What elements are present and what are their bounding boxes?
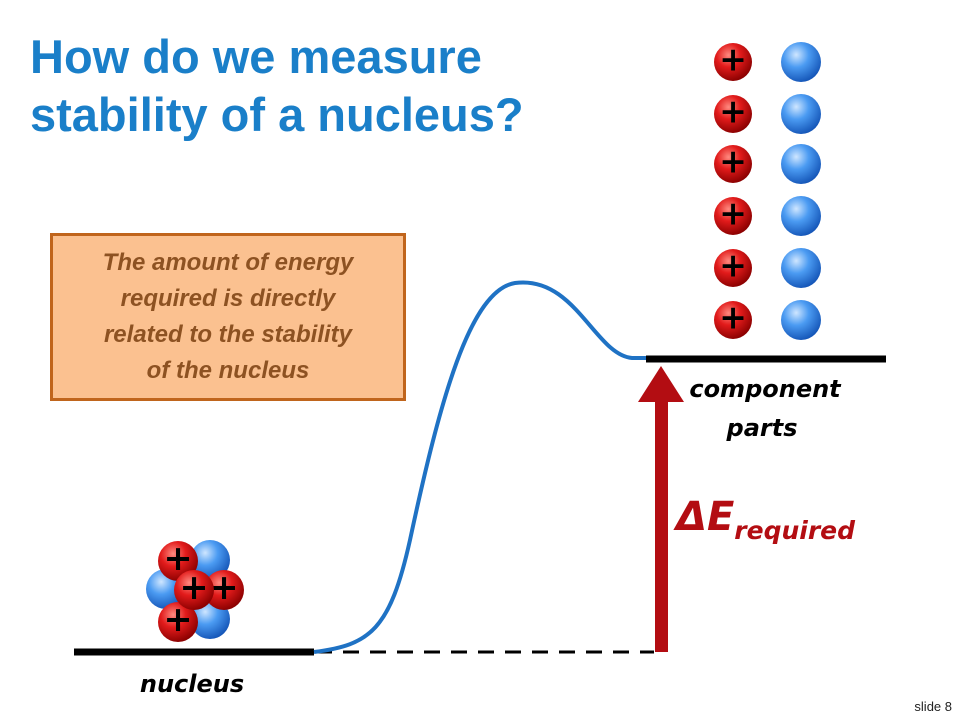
neutron-icon: [781, 196, 821, 236]
neutron-icon: [781, 248, 821, 288]
proton-icon: [714, 95, 752, 133]
component-parts-label-line-2: parts: [726, 414, 798, 442]
plus-icon: +: [719, 298, 747, 337]
callout-text: The amount of energy required is directl…: [53, 245, 403, 389]
plus-icon: +: [179, 568, 208, 608]
component-parts-label-line-1: component: [689, 375, 842, 403]
energy-curve: [313, 280, 646, 654]
free-neutron: [781, 144, 821, 184]
title-line-2: stability of a nucleus?: [30, 88, 524, 141]
delta-e-subscript: required: [734, 516, 856, 545]
delta-e-arrow-shaft: [655, 398, 668, 652]
delta-e-arrow-head: [638, 366, 684, 402]
proton-icon: [174, 570, 214, 610]
proton-icon: [714, 43, 752, 81]
proton-icon: [204, 570, 244, 610]
callout-line: The amount of energy: [102, 249, 354, 276]
delta-e-label: ΔErequired: [673, 494, 856, 545]
plus-icon: +: [209, 568, 238, 608]
title-line-1: How do we measure: [30, 30, 482, 83]
free-proton: +: [714, 142, 752, 183]
free-proton: +: [714, 298, 752, 339]
free-proton: +: [714, 40, 752, 81]
plus-icon: +: [719, 40, 747, 79]
proton-icon: [158, 602, 198, 642]
neutron-icon: [781, 144, 821, 184]
plus-icon: +: [719, 92, 747, 131]
proton-icon: [714, 145, 752, 183]
callout-line: related to the stability: [103, 321, 353, 348]
callout-line: of the nucleus: [146, 357, 310, 384]
slide-title: How do we measure stability of a nucleus…: [30, 28, 650, 144]
free-neutron: [781, 94, 821, 134]
free-neutron: [781, 300, 821, 340]
proton-icon: [714, 301, 752, 339]
free-neutron: [781, 42, 821, 82]
plus-icon: +: [719, 142, 747, 181]
plus-icon: +: [719, 194, 747, 233]
component-particles: + + + + + +: [714, 40, 821, 340]
nucleus-particle-cluster: ++++: [146, 539, 244, 642]
neutron-icon: [781, 42, 821, 82]
plus-icon: +: [719, 246, 747, 285]
nucleus-neutron: [190, 540, 230, 580]
nucleus-label: nucleus: [140, 670, 244, 698]
proton-icon: [714, 197, 752, 235]
slide-number: slide 8: [914, 699, 952, 714]
free-proton: +: [714, 92, 752, 133]
free-neutron: [781, 248, 821, 288]
neutron-icon: [781, 300, 821, 340]
delta-e-symbol: ΔE: [673, 494, 734, 540]
nucleus-proton: +: [174, 568, 214, 610]
neutron-icon: [190, 540, 230, 580]
neutron-icon: [781, 94, 821, 134]
callout-box: The amount of energy required is directl…: [50, 233, 406, 401]
free-proton: +: [714, 194, 752, 235]
callout-line: required is directly: [120, 285, 336, 312]
free-proton: +: [714, 246, 752, 287]
free-neutron: [781, 196, 821, 236]
proton-icon: [714, 249, 752, 287]
nucleus-proton: +: [204, 568, 244, 610]
